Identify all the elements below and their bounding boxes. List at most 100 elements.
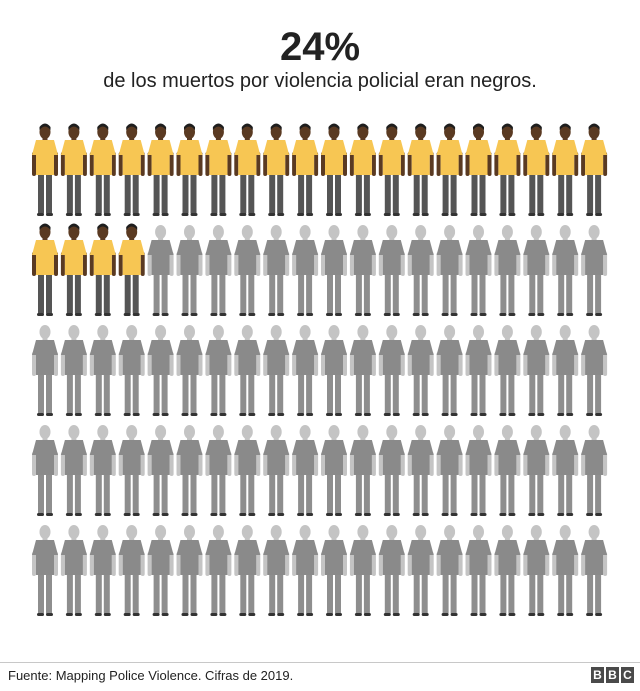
person-icon — [494, 225, 521, 316]
person-icon-highlighted — [349, 123, 376, 216]
person-icon — [494, 325, 521, 416]
person-icon — [552, 325, 579, 416]
person-icon — [321, 225, 347, 316]
person-icon-highlighted — [292, 123, 319, 216]
person-icon — [465, 225, 492, 316]
person-icon — [523, 425, 550, 516]
person-icon-highlighted — [436, 123, 463, 216]
person-icon — [292, 525, 319, 616]
bbc-logo-block-1: B — [591, 667, 604, 683]
person-icon — [349, 425, 376, 516]
person-icon — [176, 325, 203, 416]
person-icon — [118, 425, 145, 516]
person-icon — [32, 525, 58, 616]
person-icon — [147, 225, 174, 316]
person-icon — [523, 225, 550, 316]
person-icon — [349, 325, 376, 416]
person-icon — [60, 425, 87, 516]
person-icon-highlighted — [60, 223, 87, 316]
person-icon-highlighted — [89, 223, 116, 316]
person-icon — [205, 525, 232, 616]
person-icon — [205, 325, 232, 416]
person-icon — [292, 425, 319, 516]
person-icon-highlighted — [407, 123, 434, 216]
person-icon — [436, 525, 463, 616]
person-icon — [147, 525, 174, 616]
person-icon — [321, 425, 347, 516]
person-icon — [263, 225, 290, 316]
person-icon — [436, 325, 463, 416]
person-icon — [523, 325, 550, 416]
person-icon — [60, 525, 87, 616]
bbc-logo-block-3: C — [621, 667, 634, 683]
person-icon — [552, 225, 579, 316]
bbc-logo-block-2: B — [606, 667, 619, 683]
person-icon-highlighted — [176, 123, 203, 216]
person-icon — [321, 525, 347, 616]
person-icon-highlighted — [552, 123, 579, 216]
person-icon — [552, 525, 579, 616]
person-icon — [349, 225, 376, 316]
person-icon — [581, 525, 608, 616]
person-icon-highlighted — [234, 123, 261, 216]
person-icon — [89, 525, 116, 616]
person-icon — [465, 525, 492, 616]
person-icon — [494, 425, 521, 516]
person-icon-highlighted — [581, 123, 608, 216]
source-note: Fuente: Mapping Police Violence. Cifras … — [8, 668, 294, 683]
person-icon — [89, 425, 116, 516]
person-icon-highlighted — [118, 123, 145, 216]
person-icon-highlighted — [494, 123, 521, 216]
chart-subtitle: de los muertos por violencia policial er… — [103, 70, 537, 92]
person-icon — [234, 525, 261, 616]
person-icon — [32, 325, 58, 416]
person-icon — [581, 225, 608, 316]
footer-divider — [0, 662, 640, 663]
person-icon-highlighted — [147, 123, 174, 216]
person-icon-highlighted — [263, 123, 290, 216]
person-icon — [378, 225, 405, 316]
person-icon — [118, 525, 145, 616]
person-icon — [523, 525, 550, 616]
person-icon — [465, 425, 492, 516]
person-icon-highlighted — [523, 123, 550, 216]
person-icon — [263, 325, 290, 416]
person-icon — [378, 325, 405, 416]
person-icon — [292, 325, 319, 416]
person-icon — [378, 525, 405, 616]
person-icon — [321, 325, 347, 416]
person-icon — [349, 525, 376, 616]
person-icon — [263, 525, 290, 616]
bbc-logo: B B C — [591, 667, 634, 683]
person-icon — [89, 325, 116, 416]
person-icon — [60, 325, 87, 416]
person-icon — [407, 425, 434, 516]
person-icon-highlighted — [465, 123, 492, 216]
person-icon — [205, 425, 232, 516]
person-icon-highlighted — [32, 223, 58, 316]
person-icon — [436, 225, 463, 316]
person-icon — [234, 325, 261, 416]
person-icon-highlighted — [321, 123, 347, 216]
person-icon-highlighted — [32, 123, 58, 216]
person-icon — [176, 225, 203, 316]
person-icon-highlighted — [378, 123, 405, 216]
person-icon — [176, 425, 203, 516]
person-icon — [407, 325, 434, 416]
person-icon-highlighted — [205, 123, 232, 216]
person-icon — [436, 425, 463, 516]
person-icon — [407, 225, 434, 316]
person-icon — [581, 325, 608, 416]
person-icon — [147, 425, 174, 516]
person-icon — [32, 425, 58, 516]
person-icon — [263, 425, 290, 516]
person-icon-highlighted — [89, 123, 116, 216]
person-icon-highlighted — [60, 123, 87, 216]
person-icon — [465, 325, 492, 416]
headline-percentage: 24% — [279, 25, 361, 69]
person-icon — [292, 225, 319, 316]
person-icon — [494, 525, 521, 616]
person-icon — [378, 425, 405, 516]
person-icon — [407, 525, 434, 616]
